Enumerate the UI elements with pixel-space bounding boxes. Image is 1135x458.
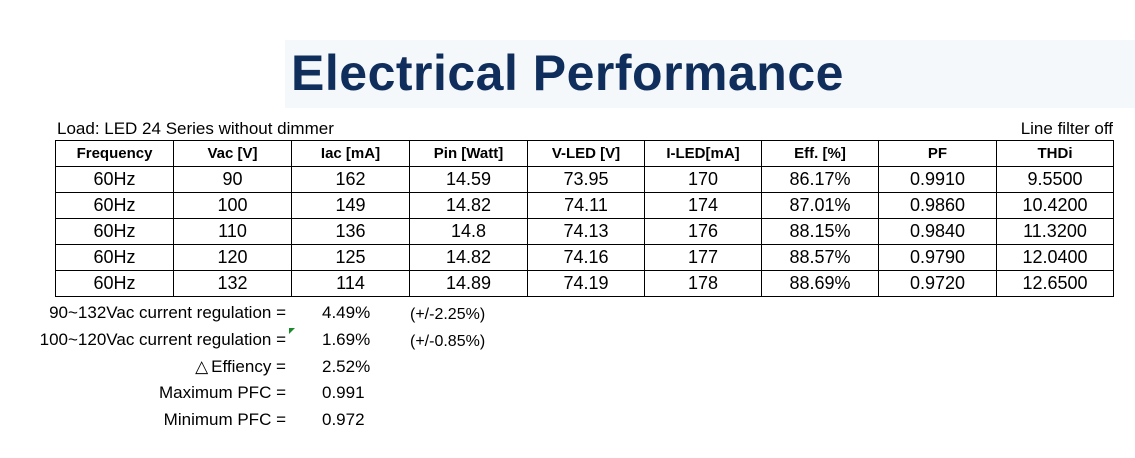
header-pf: PF: [878, 140, 997, 167]
header-eff: Eff. [%]: [761, 140, 879, 167]
delta-triangle-icon: △: [195, 357, 209, 376]
header-v-led: V-LED [V]: [527, 140, 645, 167]
cell-v-led: 74.13: [527, 218, 645, 245]
cell-thdi: 12.6500: [996, 270, 1114, 297]
title-band: [285, 40, 1135, 108]
filter-label: Line filter off: [1020, 119, 1113, 138]
summary-row-efficiency: △ Effiency = 2.52%: [0, 354, 600, 380]
cell-eff: 88.15%: [761, 218, 879, 245]
cell-pf: 0.9860: [878, 192, 997, 219]
cell-i-led: 176: [644, 218, 762, 245]
summary-label-wrap: △ Effiency =: [0, 354, 286, 380]
summary-value: 1.69%: [322, 330, 371, 349]
cell-comment-marker-icon: [289, 328, 295, 334]
header-frequency: Frequency: [55, 140, 174, 167]
cell-vac: 132: [173, 270, 292, 297]
cell-pin: 14.82: [409, 192, 528, 219]
header-vac: Vac [V]: [173, 140, 292, 167]
cell-pin: 14.89: [409, 270, 528, 297]
summary-note: (+/-2.25%): [410, 306, 486, 323]
summary-row-regulation-100-120: 100~120Vac current regulation = 1.69% (+…: [0, 327, 600, 353]
cell-pin: 14.82: [409, 244, 528, 271]
cell-thdi: 11.3200: [996, 218, 1114, 245]
cell-v-led: 74.16: [527, 244, 645, 271]
summary-row-regulation-90-132: 90~132Vac current regulation = 4.49% (+/…: [0, 300, 600, 326]
header-iac: Iac [mA]: [291, 140, 410, 167]
cell-vac: 90: [173, 166, 292, 193]
cell-iac: 114: [291, 270, 410, 297]
summary-row-max-pfc: Maximum PFC = 0.991: [0, 380, 600, 406]
summary-label: Minimum PFC =: [163, 410, 286, 429]
cell-v-led: 73.95: [527, 166, 645, 193]
cell-frequency: 60Hz: [55, 244, 174, 271]
header-i-led: I-LED[mA]: [644, 140, 762, 167]
cell-iac: 125: [291, 244, 410, 271]
cell-pin: 14.59: [409, 166, 528, 193]
cell-frequency: 60Hz: [55, 166, 174, 193]
cell-vac: 120: [173, 244, 292, 271]
summary-row-min-pfc: Minimum PFC = 0.972: [0, 407, 600, 433]
summary-note: (+/-0.85%): [410, 333, 486, 350]
cell-thdi: 12.0400: [996, 244, 1114, 271]
cell-i-led: 178: [644, 270, 762, 297]
cell-vac: 100: [173, 192, 292, 219]
cell-eff: 88.69%: [761, 270, 879, 297]
cell-pf: 0.9790: [878, 244, 997, 271]
load-label: Load: LED 24 Series without dimmer: [57, 119, 334, 138]
performance-table: Frequency Vac [V] Iac [mA] Pin [Watt] V-…: [55, 140, 1114, 297]
table-row: 60Hz 110 136 14.8 74.13 176 88.15% 0.9840 11.320…: [55, 218, 1114, 245]
cell-pf: 0.9840: [878, 218, 997, 245]
cell-eff: 87.01%: [761, 192, 879, 219]
summary-label: 90~132Vac current regulation =: [49, 303, 286, 322]
cell-frequency: 60Hz: [55, 192, 174, 219]
cell-i-led: 177: [644, 244, 762, 271]
table-row: 60Hz 100 149 14.82 74.11 174 87.01% 0.9860 10.42…: [55, 192, 1114, 219]
cell-iac: 162: [291, 166, 410, 193]
summary-label: Effiency =: [211, 357, 286, 376]
header-pin: Pin [Watt]: [409, 140, 528, 167]
page-title: Electrical Performance: [291, 45, 844, 101]
table-row: 60Hz 132 114 14.89 74.19 178 88.69% 0.9720 12.65…: [55, 270, 1114, 297]
summary-value: 4.49%: [322, 303, 371, 322]
cell-v-led: 74.11: [527, 192, 645, 219]
cell-iac: 136: [291, 218, 410, 245]
cell-pf: 0.9720: [878, 270, 997, 297]
cell-thdi: 10.4200: [996, 192, 1114, 219]
summary-value: 0.972: [322, 410, 365, 429]
summary-value: 2.52%: [322, 357, 371, 376]
cell-v-led: 74.19: [527, 270, 645, 297]
cell-i-led: 174: [644, 192, 762, 219]
cell-eff: 88.57%: [761, 244, 879, 271]
cell-pf: 0.9910: [878, 166, 997, 193]
cell-frequency: 60Hz: [55, 270, 174, 297]
table-row: 60Hz 120 125 14.82 74.16 177 88.57% 0.9790 12.04…: [55, 244, 1114, 271]
table-row: 60Hz 90 162 14.59 73.95 170 86.17% 0.9910 9.5500: [55, 166, 1114, 193]
cell-i-led: 170: [644, 166, 762, 193]
header-thdi: THDi: [996, 140, 1114, 167]
cell-pin: 14.8: [409, 218, 528, 245]
cell-eff: 86.17%: [761, 166, 879, 193]
summary-label: 100~120Vac current regulation =: [39, 330, 286, 349]
cell-iac: 149: [291, 192, 410, 219]
summary-value: 0.991: [322, 383, 365, 402]
cell-vac: 110: [173, 218, 292, 245]
summary-label: Maximum PFC =: [158, 383, 286, 402]
cell-frequency: 60Hz: [55, 218, 174, 245]
cell-thdi: 9.5500: [996, 166, 1114, 193]
table-header-row: Frequency Vac [V] Iac [mA] Pin [Watt] V-…: [55, 140, 1114, 167]
